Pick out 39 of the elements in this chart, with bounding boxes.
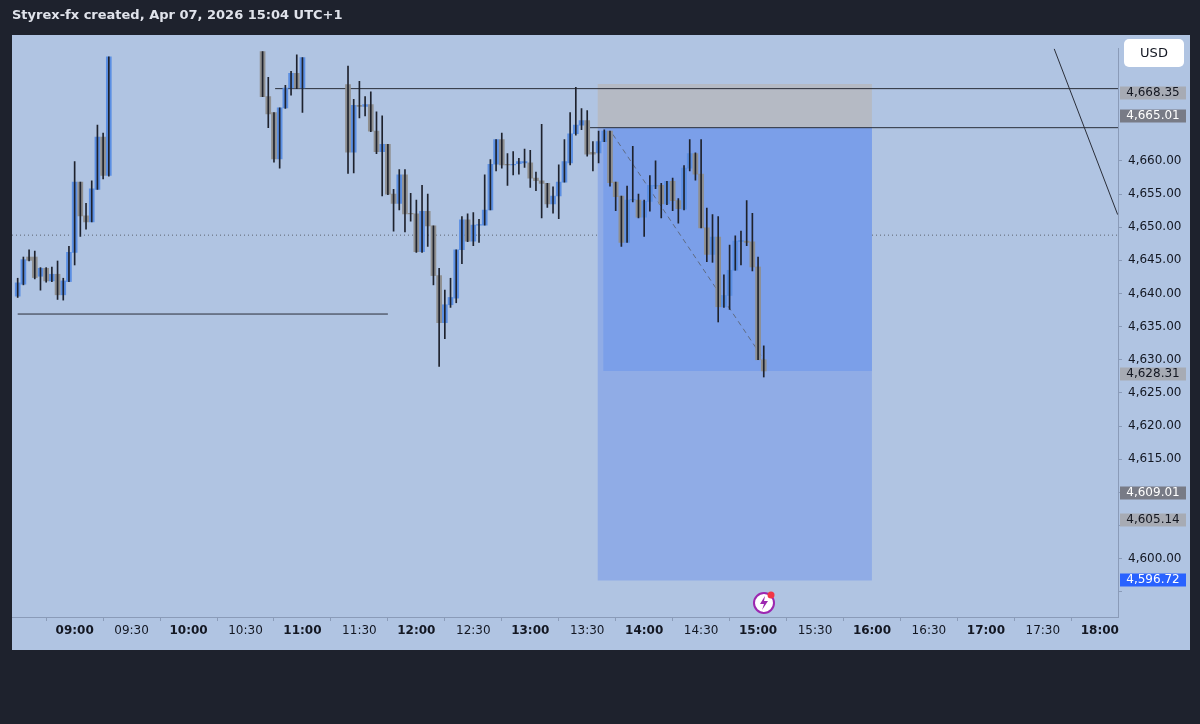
x-tick-label: 15:30 xyxy=(797,623,833,638)
x-tick-label: 11:00 xyxy=(283,623,322,638)
y-tick-label: 4,615.00 xyxy=(1128,451,1182,466)
x-tick-label: 17:30 xyxy=(1025,623,1061,638)
y-tick-label: 4,660.00 xyxy=(1128,153,1182,168)
text: 4,665.01 xyxy=(1126,108,1180,123)
x-tick-label: 16:00 xyxy=(852,623,892,638)
x-tick-label: 09:00 xyxy=(55,623,94,638)
x-tick-label: 13:00 xyxy=(511,623,550,638)
x-tick-label: 11:30 xyxy=(342,623,377,638)
candlestick xyxy=(664,181,670,205)
x-tick-label: 09:30 xyxy=(114,623,149,638)
y-tick-label: 4,600.00 xyxy=(1128,550,1182,565)
y-tick-label: 4,640.00 xyxy=(1128,285,1182,300)
x-tick-label: 16:30 xyxy=(911,623,947,638)
x-tick-label: 12:00 xyxy=(397,623,436,638)
text: USD xyxy=(1124,39,1184,67)
x-tick-label: 13:30 xyxy=(569,623,605,638)
x-tick-label: 14:30 xyxy=(683,623,719,638)
x-tick-label: 15:00 xyxy=(738,623,778,638)
text: 4,605.14 xyxy=(1126,512,1180,527)
x-tick-label: 18:00 xyxy=(1080,623,1119,638)
text: 4,609.01 xyxy=(1126,485,1180,500)
text: 4,628.31 xyxy=(1126,366,1180,381)
y-tick-label: 4,655.00 xyxy=(1128,186,1182,201)
x-tick-label: 10:00 xyxy=(169,623,208,638)
x-tick-label: 12:30 xyxy=(456,623,491,638)
y-tick-label: 4,650.00 xyxy=(1128,219,1182,234)
y-tick-label: 4,620.00 xyxy=(1128,418,1182,433)
y-tick-label: 4,645.00 xyxy=(1128,252,1182,267)
y-tick-label: 4,635.00 xyxy=(1128,318,1182,333)
y-tick-label: 4,625.00 xyxy=(1128,385,1182,400)
x-tick-label: 17:00 xyxy=(966,623,1005,638)
x-tick-label: 10:30 xyxy=(228,623,263,638)
chart-title: Styrex-fx created, Apr 07, 2026 15:04 UTC+1 xyxy=(12,7,343,22)
x-tick-label: 14:00 xyxy=(625,623,664,638)
y-tick-label: 4,630.00 xyxy=(1128,351,1182,366)
text: 4,668.35 xyxy=(1126,85,1180,100)
text: 4,596.72 xyxy=(1126,572,1180,587)
